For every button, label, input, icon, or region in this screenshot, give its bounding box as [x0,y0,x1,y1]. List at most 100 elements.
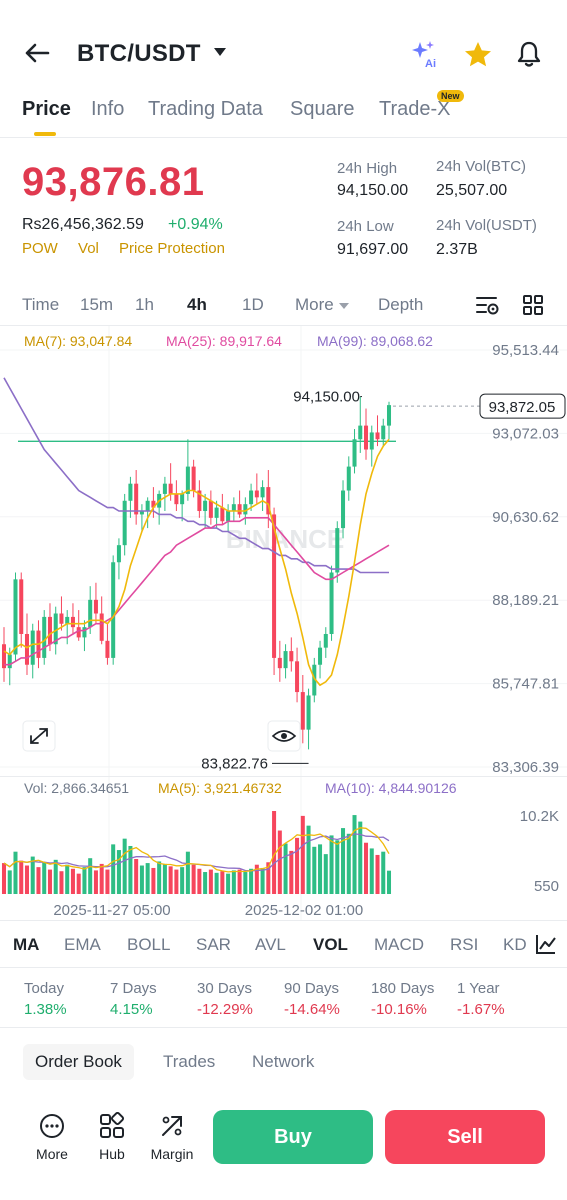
candle-body [254,490,259,498]
interval-4h[interactable]: 4h [187,295,207,314]
back-arrow-icon[interactable] [22,38,52,68]
fiat-price: Rs26,456,362.59 [22,216,144,233]
volume-bar [19,860,24,894]
tag-vol[interactable]: Vol [78,240,99,257]
tab-network[interactable]: Network [252,1052,315,1071]
indicator-avl[interactable]: AVL [255,935,286,954]
top-tabs: Price Info Trading Data Square Trade-X N… [0,90,567,138]
ai-sparkle-icon[interactable]: Ai [410,38,442,70]
pair-title[interactable]: BTC/USDT [77,40,201,67]
header-bar: BTC/USDT Ai [0,30,567,80]
volume-bar [323,854,328,894]
vol-ma5-line [3,827,390,873]
tab-price[interactable]: Price [22,98,71,120]
indicator-settings-icon[interactable] [534,932,558,956]
volume-bar [145,863,150,894]
perf-30d-value: -12.29% [197,1001,253,1018]
volume-bar [76,873,81,894]
divider [0,325,567,326]
interval-1h[interactable]: 1h [135,295,154,314]
tab-info[interactable]: Info [91,98,125,120]
star-icon[interactable] [462,39,494,71]
volume-bar [306,825,311,894]
hub-label: Hub [99,1146,125,1162]
candle-body [335,528,340,573]
candle-body [341,490,346,529]
hub-button[interactable]: Hub [86,1112,138,1162]
sell-button[interactable]: Sell [385,1110,545,1164]
interval-15m[interactable]: 15m [80,295,114,314]
svg-text:Ai: Ai [425,58,436,70]
volume-bar [47,869,52,894]
indicator-boll[interactable]: BOLL [127,935,171,954]
volume-bar [197,868,202,894]
volume-bar [260,867,265,894]
indicator-sar[interactable]: SAR [196,935,231,954]
volume-bar [341,828,346,894]
volume-bar [191,864,196,894]
ma7-line [3,438,390,687]
interval-1d[interactable]: 1D [242,295,264,314]
candle-body [122,500,127,546]
interval-time[interactable]: Time [22,295,60,314]
expand-icon[interactable] [22,720,56,752]
interval-more-label: More [295,295,334,314]
indicator-kd[interactable]: KD [503,935,527,954]
volume-bar [226,873,231,894]
tag-pow[interactable]: POW [22,240,58,257]
volume-bar [65,864,70,894]
candle-body [386,405,392,426]
buy-button[interactable]: Buy [213,1110,373,1164]
eye-icon[interactable] [267,720,301,752]
tag-price-protection[interactable]: Price Protection [119,240,225,257]
candle-body [128,483,133,501]
volume-bar [1,863,7,894]
candle-body [346,466,351,491]
y-tick-label: 93,072.03 [492,425,559,442]
volume-bar [329,835,334,894]
price-chart[interactable]: BINANCE 95,513.4493,072.0390,630.6288,18… [0,326,567,920]
x-tick-label: 2025-11-27 05:00 [53,902,170,919]
volume-bar [295,837,300,894]
tab-trades[interactable]: Trades [163,1052,216,1071]
more-button[interactable]: More [26,1112,78,1162]
tab-trade-x[interactable]: Trade-X [379,98,451,120]
volume-bar [352,815,357,894]
candle-body [105,640,110,658]
candle-body [145,500,150,512]
more-label: More [36,1146,68,1162]
tab-trading-data[interactable]: Trading Data [148,98,263,120]
tab-square[interactable]: Square [290,98,355,120]
candle-body [88,599,93,628]
y-tick-label: 83,306.39 [492,759,559,776]
perf-30d-label: 30 Days [197,980,253,997]
chevron-down-icon [338,302,349,309]
volume-bar [231,870,236,894]
volume-bar [237,869,242,894]
volume-bar [335,840,340,894]
divider [0,1027,567,1028]
chart-settings-icon[interactable] [474,293,500,317]
indicator-rsi[interactable]: RSI [450,935,479,954]
indicator-ema[interactable]: EMA [64,935,101,954]
chevron-down-icon[interactable] [214,48,226,56]
volume-bar [105,869,110,894]
volume-bar [24,865,29,894]
interval-more[interactable]: More [295,295,349,315]
bell-icon[interactable] [514,39,544,69]
perf-180d-label: 180 Days [371,980,435,997]
margin-button[interactable]: Margin [146,1112,198,1162]
indicator-macd[interactable]: MACD [374,935,425,954]
candle-body [168,483,173,494]
indicator-vol[interactable]: VOL [313,935,348,954]
y-tick-label: 95,513.44 [492,342,559,359]
tab-order-book[interactable]: Order Book [23,1044,134,1080]
current-price-label: 93,872.05 [489,399,556,416]
indicator-ma[interactable]: MA [13,935,40,954]
candle-body [381,425,386,440]
layout-grid-icon[interactable] [521,293,545,317]
candle-body [266,487,271,515]
candle-body [151,500,156,508]
interval-depth[interactable]: Depth [378,295,424,314]
candle-body [260,487,265,498]
